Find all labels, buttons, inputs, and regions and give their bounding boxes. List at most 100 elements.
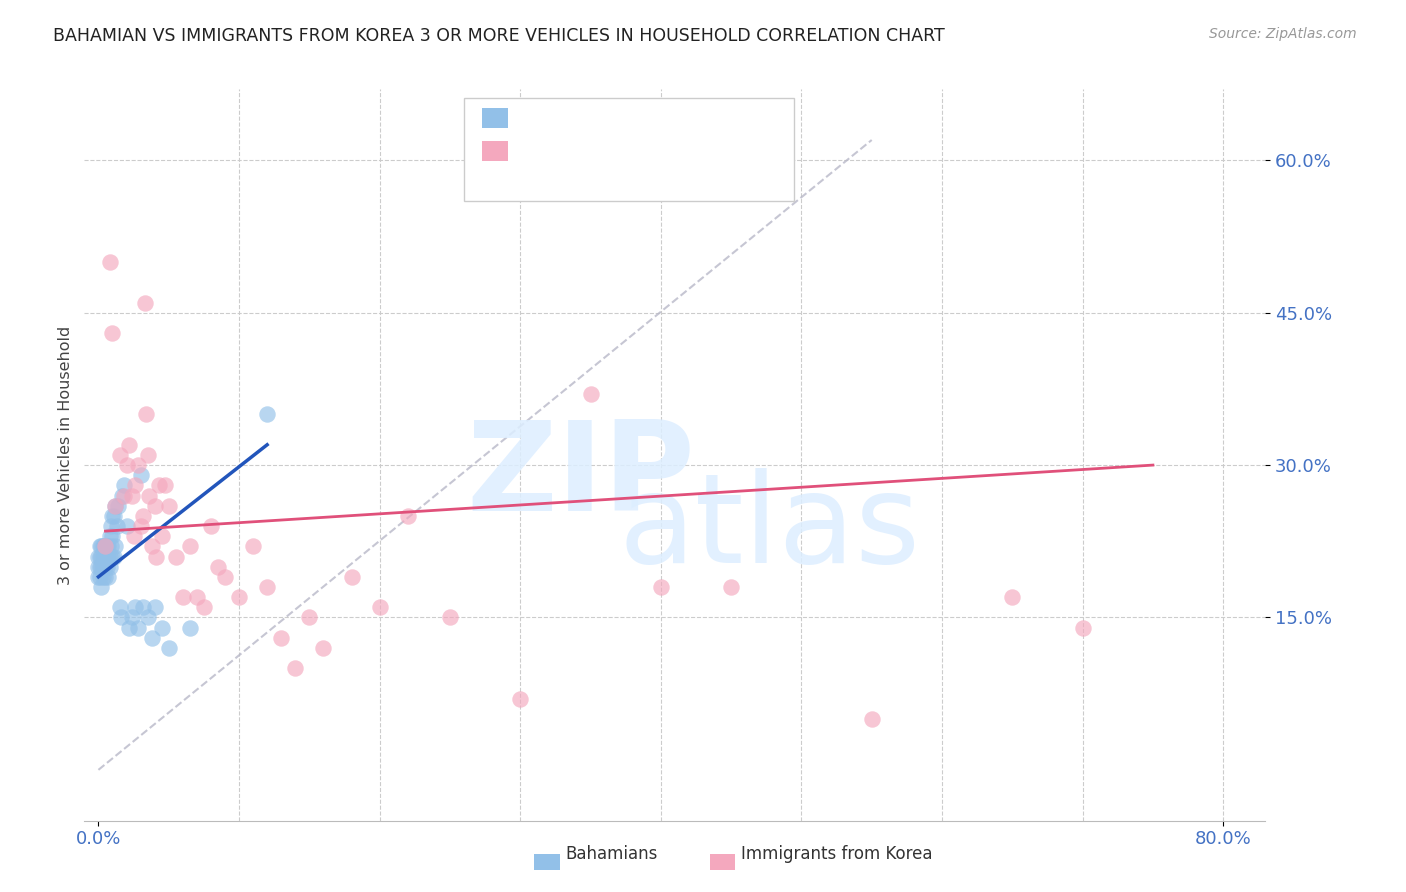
Point bbox=[104, 539, 127, 553]
Point bbox=[207, 559, 229, 574]
Point bbox=[100, 539, 122, 553]
Point bbox=[228, 590, 250, 604]
Point bbox=[298, 610, 321, 624]
Y-axis label: 3 or more Vehicles in Household: 3 or more Vehicles in Household bbox=[58, 326, 73, 584]
Point bbox=[98, 255, 121, 269]
Point bbox=[136, 448, 159, 462]
Text: 0.351: 0.351 bbox=[564, 108, 620, 126]
Point bbox=[284, 661, 307, 675]
Point bbox=[89, 570, 111, 584]
Point bbox=[108, 600, 131, 615]
Point bbox=[91, 570, 114, 584]
Point bbox=[124, 478, 146, 492]
Point bbox=[94, 570, 117, 584]
Point bbox=[100, 519, 122, 533]
Point bbox=[91, 559, 114, 574]
Point bbox=[101, 326, 124, 340]
Point bbox=[94, 539, 117, 553]
Point bbox=[121, 610, 143, 624]
Point bbox=[96, 559, 118, 574]
Point bbox=[129, 519, 152, 533]
Point bbox=[112, 478, 135, 492]
Text: BAHAMIAN VS IMMIGRANTS FROM KOREA 3 OR MORE VEHICLES IN HOUSEHOLD CORRELATION CH: BAHAMIAN VS IMMIGRANTS FROM KOREA 3 OR M… bbox=[53, 27, 945, 45]
Point bbox=[135, 407, 157, 421]
Point bbox=[98, 529, 121, 543]
Point bbox=[101, 529, 124, 543]
Point bbox=[103, 508, 125, 523]
Point bbox=[132, 508, 155, 523]
Point bbox=[93, 549, 115, 564]
Text: R =: R = bbox=[519, 141, 558, 159]
Point bbox=[136, 610, 159, 624]
Point bbox=[94, 549, 117, 564]
Text: 0.109: 0.109 bbox=[564, 141, 620, 159]
Text: N =: N = bbox=[628, 141, 668, 159]
Point bbox=[165, 549, 187, 564]
Point bbox=[96, 549, 118, 564]
Point bbox=[150, 529, 173, 543]
Text: R =: R = bbox=[519, 108, 558, 126]
Point bbox=[256, 407, 278, 421]
Point bbox=[94, 559, 117, 574]
Point bbox=[91, 539, 114, 553]
Point bbox=[97, 570, 120, 584]
Point bbox=[650, 580, 672, 594]
Point bbox=[110, 610, 132, 624]
Point bbox=[186, 590, 208, 604]
Point bbox=[200, 519, 222, 533]
Point bbox=[89, 559, 111, 574]
Text: 63: 63 bbox=[673, 141, 699, 159]
Point bbox=[96, 539, 118, 553]
Point bbox=[150, 621, 173, 635]
Point bbox=[439, 610, 461, 624]
Point bbox=[579, 387, 602, 401]
Point bbox=[124, 600, 146, 615]
Point bbox=[129, 468, 152, 483]
Point bbox=[368, 600, 391, 615]
Point bbox=[179, 539, 201, 553]
Point bbox=[141, 539, 163, 553]
Text: N =: N = bbox=[628, 108, 668, 126]
Point bbox=[91, 559, 114, 574]
Point bbox=[242, 539, 264, 553]
Point bbox=[127, 458, 149, 472]
Point bbox=[172, 590, 194, 604]
Point bbox=[87, 559, 110, 574]
Point bbox=[396, 508, 419, 523]
Point bbox=[97, 539, 120, 553]
Point bbox=[134, 295, 156, 310]
Point bbox=[860, 712, 883, 726]
Point bbox=[87, 570, 110, 584]
Point bbox=[193, 600, 215, 615]
Text: Immigrants from Korea: Immigrants from Korea bbox=[741, 845, 932, 863]
Point bbox=[143, 499, 166, 513]
Point bbox=[89, 549, 111, 564]
Point bbox=[108, 448, 131, 462]
Point bbox=[270, 631, 292, 645]
Point bbox=[101, 508, 124, 523]
Point bbox=[179, 621, 201, 635]
Point bbox=[90, 580, 112, 594]
Point bbox=[153, 478, 176, 492]
Point bbox=[98, 559, 121, 574]
Point bbox=[93, 559, 115, 574]
Point bbox=[340, 570, 363, 584]
Point bbox=[89, 539, 111, 553]
Point bbox=[87, 549, 110, 564]
Text: Bahamians: Bahamians bbox=[565, 845, 658, 863]
Text: 61: 61 bbox=[673, 108, 699, 126]
Point bbox=[115, 458, 138, 472]
Point bbox=[93, 539, 115, 553]
Point bbox=[141, 631, 163, 645]
Point bbox=[122, 529, 145, 543]
Point bbox=[145, 549, 167, 564]
Point bbox=[121, 489, 143, 503]
Text: ZIP: ZIP bbox=[465, 417, 695, 537]
Point bbox=[157, 640, 180, 655]
Point bbox=[118, 438, 141, 452]
Point bbox=[103, 549, 125, 564]
Point bbox=[138, 489, 160, 503]
Point bbox=[214, 570, 236, 584]
Point bbox=[112, 489, 135, 503]
Point bbox=[94, 539, 117, 553]
